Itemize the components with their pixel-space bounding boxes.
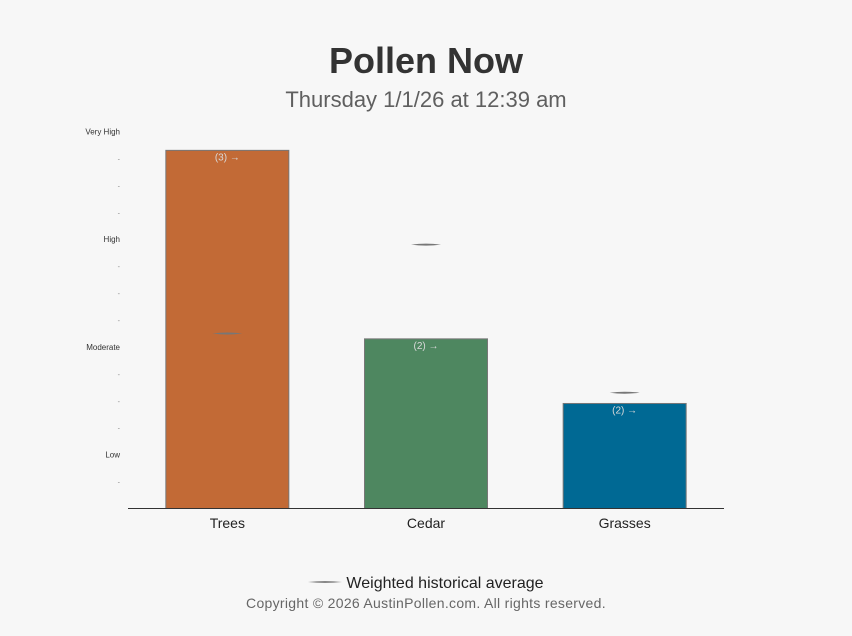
x-tick-label-cedar: Cedar bbox=[407, 515, 445, 531]
x-tick-label-trees: Trees bbox=[210, 515, 245, 531]
bar-labels: (3) → (2) → (2) → bbox=[215, 152, 637, 416]
y-tick-mark: - bbox=[118, 372, 121, 379]
y-tick-mark: - bbox=[118, 183, 121, 190]
bar-grasses[interactable] bbox=[562, 402, 687, 510]
y-tick-mark: - bbox=[118, 210, 121, 217]
y-tick-mark: - bbox=[118, 291, 121, 298]
average-markers bbox=[212, 243, 640, 394]
y-tick-mark: - bbox=[118, 399, 121, 406]
y-tick-mark: - bbox=[118, 156, 121, 163]
bar-trees[interactable] bbox=[165, 149, 290, 509]
x-axis: Trees Cedar Grasses bbox=[210, 515, 651, 531]
chart-legend[interactable]: Weighted historical average bbox=[0, 575, 852, 593]
bar-label-trees[interactable]: (3) → bbox=[215, 152, 240, 163]
y-tick-label-very-high: Very High bbox=[85, 128, 120, 137]
historical-average-legend-icon bbox=[308, 580, 343, 583]
y-axis: - Low - - - Moderate - - - High - - - Very High bbox=[85, 128, 120, 487]
bar-label-cedar[interactable]: (2) → bbox=[414, 341, 439, 352]
page-title: Pollen Now bbox=[328, 40, 523, 81]
historical-average-marker-trees bbox=[212, 332, 243, 335]
legend-label: Weighted historical average bbox=[346, 575, 544, 592]
bar-cedar[interactable] bbox=[364, 338, 488, 509]
y-tick-label-high: High bbox=[104, 235, 120, 244]
historical-average-marker-cedar bbox=[411, 243, 441, 246]
historical-average-marker-grasses bbox=[609, 391, 640, 394]
y-tick-mark: - bbox=[118, 426, 121, 433]
bar-label-grasses[interactable]: (2) → bbox=[612, 405, 637, 416]
x-tick-label-grasses: Grasses bbox=[599, 515, 651, 531]
y-tick-mark: - bbox=[118, 480, 121, 487]
y-tick-mark: - bbox=[118, 318, 121, 325]
bars bbox=[165, 149, 687, 510]
copyright-text: Copyright © 2026 AustinPollen.com. All r… bbox=[246, 595, 606, 611]
y-tick-mark: - bbox=[118, 264, 121, 271]
page-subtitle: Thursday 1/1/26 at 12:39 am bbox=[285, 87, 567, 112]
y-tick-label-moderate: Moderate bbox=[86, 343, 120, 352]
y-tick-label-low: Low bbox=[105, 451, 120, 460]
